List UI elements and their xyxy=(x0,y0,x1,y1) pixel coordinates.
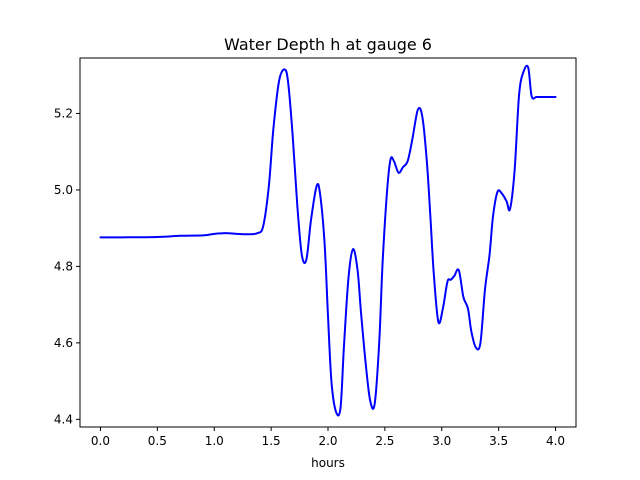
series-line xyxy=(99,64,557,417)
x-axis-label: hours xyxy=(311,456,345,470)
y-tick-label: 5.2 xyxy=(54,106,73,120)
y-axis: 4.4 4.6 4.8 5.0 5.2 xyxy=(54,106,80,426)
x-tick-label: 3.0 xyxy=(432,434,451,448)
x-tick-label: 2.0 xyxy=(318,434,337,448)
chart-title: Water Depth h at gauge 6 xyxy=(224,35,432,54)
series-layer xyxy=(99,64,557,417)
x-axis: 0.0 0.5 1.0 1.5 2.0 2.5 3.0 3.5 4.0 xyxy=(91,427,565,448)
x-tick-label: 4.0 xyxy=(546,434,565,448)
x-tick-label: 1.5 xyxy=(262,434,281,448)
x-tick-label: 0.0 xyxy=(91,434,110,448)
x-tick-label: 3.5 xyxy=(489,434,508,448)
x-tick-label: 2.5 xyxy=(375,434,394,448)
y-tick-label: 4.4 xyxy=(54,412,73,426)
x-tick-label: 0.5 xyxy=(148,434,167,448)
x-tick-label: 1.0 xyxy=(205,434,224,448)
y-tick-label: 4.6 xyxy=(54,336,73,350)
y-tick-label: 4.8 xyxy=(54,259,73,273)
y-tick-label: 5.0 xyxy=(54,183,73,197)
